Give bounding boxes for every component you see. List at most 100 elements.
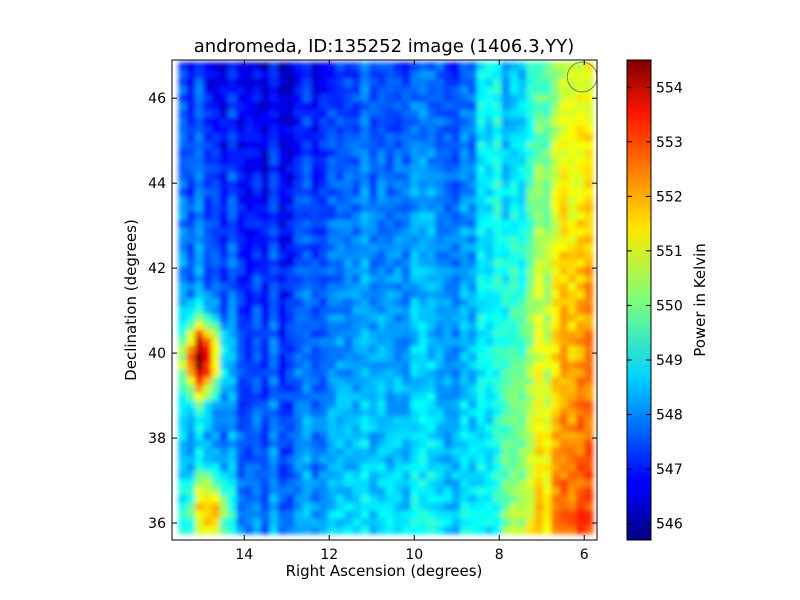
heatmap-cell: [567, 455, 577, 464]
heatmap-cell: [501, 431, 511, 440]
heatmap-cell: [393, 313, 403, 323]
heatmap-cell: [468, 101, 478, 110]
heatmap-cell: [393, 352, 403, 362]
heatmap-cell: [360, 156, 370, 165]
heatmap-cell: [584, 266, 594, 275]
heatmap-cell: [485, 69, 494, 79]
heatmap-cell: [427, 187, 436, 197]
heatmap-cell: [485, 329, 494, 338]
heatmap-cell: [402, 282, 412, 291]
heatmap-cell: [269, 274, 279, 283]
heatmap-cell: [410, 85, 420, 95]
heatmap-cell: [319, 250, 329, 260]
heatmap-cell: [584, 486, 594, 495]
heatmap-cell: [534, 407, 544, 417]
heatmap-cell: [485, 352, 494, 362]
heatmap-cell: [584, 517, 594, 527]
heatmap-cell: [534, 93, 544, 103]
heatmap-cell: [559, 462, 569, 472]
heatmap-cell: [509, 148, 519, 158]
heatmap-cell: [261, 180, 271, 189]
heatmap-cell: [368, 423, 378, 433]
heatmap-cell: [410, 266, 420, 275]
heatmap-cell: [368, 211, 378, 220]
heatmap-cell: [576, 93, 586, 103]
heatmap-cell: [244, 337, 254, 346]
heatmap-cell: [261, 124, 271, 134]
heatmap-cell: [476, 352, 486, 362]
heatmap-cell: [344, 376, 354, 385]
heatmap-cell: [427, 117, 436, 126]
heatmap-cell: [576, 227, 586, 236]
heatmap-cell: [261, 345, 271, 354]
heatmap-cell: [352, 258, 362, 268]
heatmap-cell: [360, 376, 370, 385]
heatmap-cell: [393, 117, 403, 126]
heatmap-cell: [567, 77, 577, 87]
heatmap-cell: [501, 187, 511, 197]
heatmap-cell: [294, 384, 304, 393]
heatmap-cell: [352, 525, 362, 535]
heatmap-cell: [319, 400, 329, 409]
heatmap-cell: [485, 517, 494, 527]
heatmap-cell: [252, 462, 262, 472]
heatmap-cell: [410, 297, 420, 307]
heatmap-cell: [451, 101, 461, 110]
heatmap-cell: [460, 470, 470, 480]
heatmap-cell: [435, 439, 445, 448]
heatmap-cell: [219, 62, 229, 71]
heatmap-cell: [377, 352, 387, 362]
heatmap-cell: [543, 384, 552, 393]
heatmap-cell: [368, 400, 378, 409]
heatmap-cell: [261, 321, 271, 330]
heatmap-cell: [327, 164, 337, 173]
heatmap-cell: [319, 376, 329, 385]
heatmap-cell: [518, 305, 528, 315]
heatmap-cell: [385, 101, 395, 110]
heatmap-cell: [402, 329, 412, 338]
heatmap-cell: [435, 313, 445, 323]
heatmap-cell: [576, 423, 586, 433]
heatmap-cell: [211, 140, 221, 150]
heatmap-cell: [468, 164, 478, 173]
heatmap-cell: [236, 392, 246, 401]
heatmap-cell: [543, 93, 552, 103]
heatmap-cell: [551, 172, 561, 181]
heatmap-cell: [584, 250, 594, 260]
heatmap-cell: [319, 447, 329, 456]
heatmap-cell: [344, 313, 354, 323]
heatmap-cell: [460, 242, 470, 252]
heatmap-cell: [393, 384, 403, 393]
heatmap-cell: [402, 415, 412, 425]
heatmap-cell: [368, 502, 378, 511]
heatmap-cell: [526, 415, 536, 425]
heatmap-cell: [377, 117, 387, 126]
heatmap-cell: [584, 148, 594, 158]
heatmap-cell: [294, 415, 304, 425]
heatmap-cell: [543, 85, 552, 95]
heatmap-cell: [476, 164, 486, 173]
heatmap-cell: [377, 266, 387, 275]
heatmap-cell: [228, 329, 237, 338]
heatmap-cell: [178, 313, 188, 323]
heatmap-cell: [410, 376, 420, 385]
heatmap-cell: [310, 494, 320, 503]
heatmap-cell: [211, 148, 221, 158]
heatmap-cell: [377, 510, 387, 519]
heatmap-cell: [410, 211, 420, 220]
heatmap-cell: [468, 337, 478, 346]
heatmap-cell: [310, 195, 320, 205]
heatmap-cell: [352, 172, 362, 181]
heatmap-cell: [252, 242, 262, 252]
heatmap-cell: [518, 290, 528, 299]
heatmap-cell: [402, 376, 412, 385]
heatmap-cell: [551, 392, 561, 401]
heatmap-cell: [261, 352, 271, 362]
heatmap-cell: [228, 352, 237, 362]
heatmap-cell: [327, 423, 337, 433]
heatmap-cell: [443, 392, 453, 401]
heatmap-cell: [219, 510, 229, 519]
heatmap-cell: [335, 297, 345, 307]
heatmap-cell: [377, 235, 387, 244]
